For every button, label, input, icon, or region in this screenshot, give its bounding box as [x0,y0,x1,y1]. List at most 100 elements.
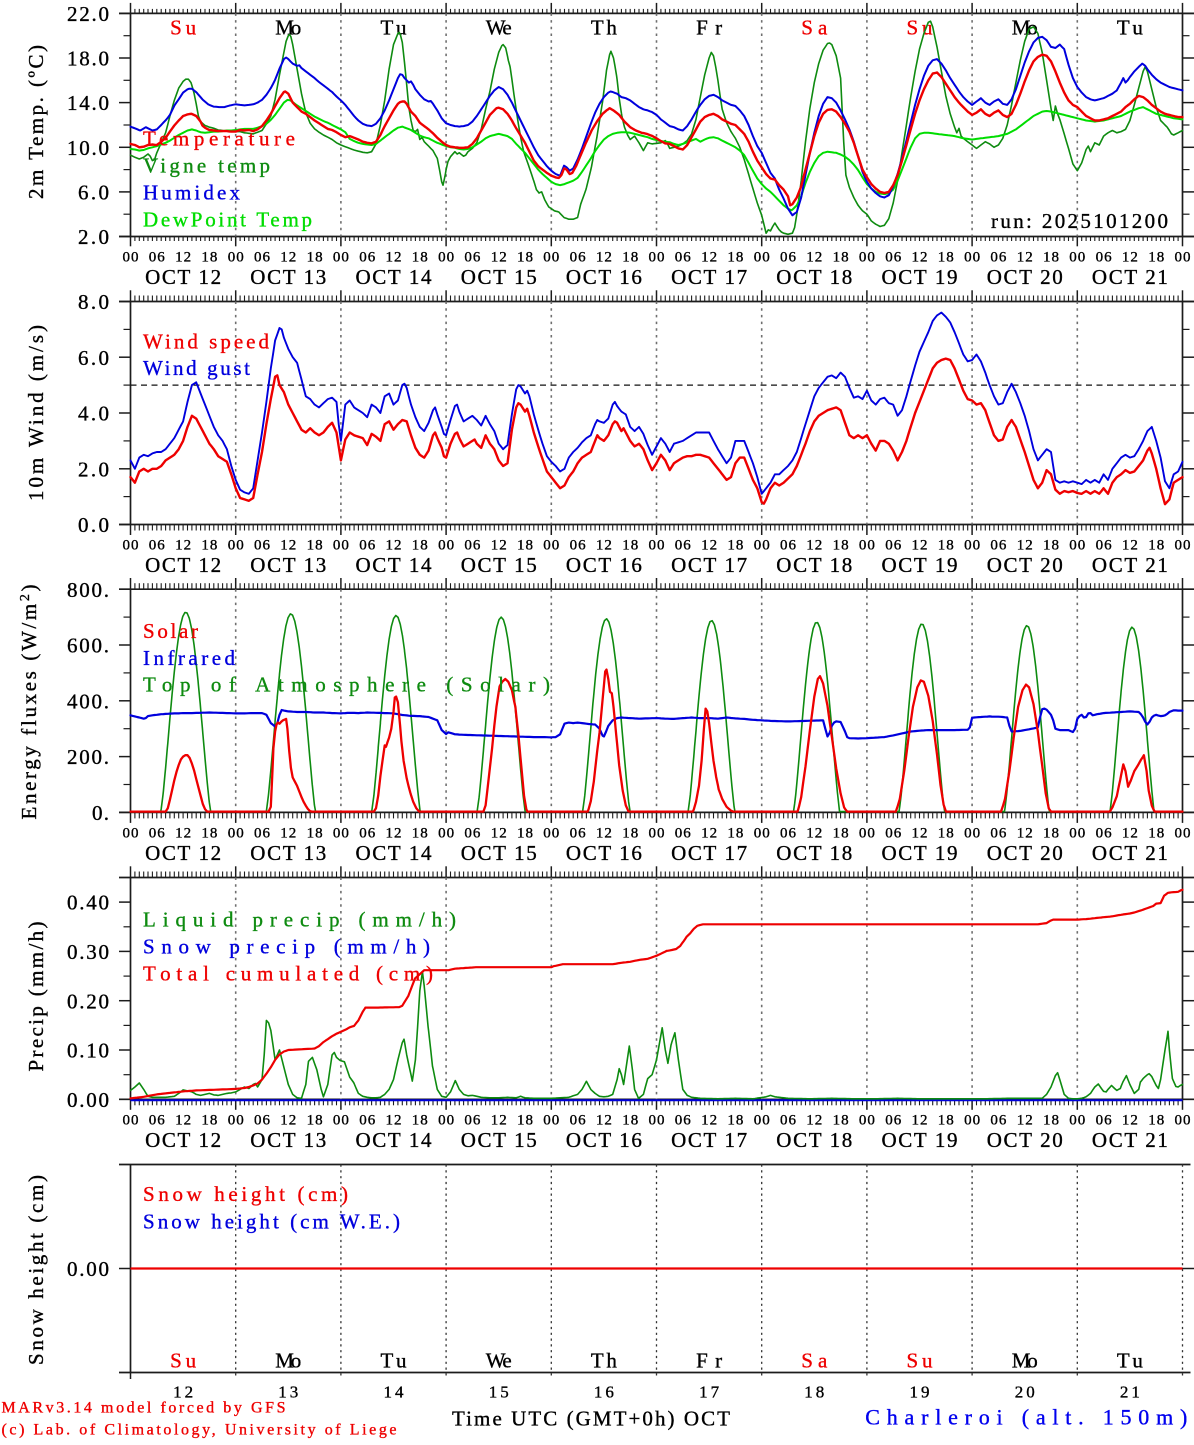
svg-text:18: 18 [938,538,954,554]
svg-text:12: 12 [491,1112,507,1128]
svg-text:06: 06 [1096,825,1113,841]
svg-text:0.10: 0.10 [67,1039,109,1063]
svg-text:OCT 18: OCT 18 [776,841,852,865]
svg-text:12: 12 [1122,1112,1138,1128]
svg-text:00: 00 [964,825,980,841]
svg-text:12: 12 [806,250,822,266]
svg-text:12: 12 [280,538,296,554]
svg-text:12: 12 [701,1112,717,1128]
svg-text:06: 06 [149,538,166,554]
svg-text:12: 12 [806,825,822,841]
svg-text:18: 18 [727,825,743,841]
svg-text:00: 00 [1069,1112,1085,1128]
svg-text:18: 18 [201,250,217,266]
svg-text:OCT 19: OCT 19 [882,553,958,577]
svg-text:18: 18 [622,250,638,266]
svg-text:DewPoint Temp: DewPoint Temp [143,208,312,232]
svg-text:2.0: 2.0 [78,225,109,249]
svg-text:OCT 18: OCT 18 [776,265,852,289]
svg-text:00: 00 [1069,825,1085,841]
svg-text:06: 06 [885,250,902,266]
svg-text:Charleroi (alt. 150m): Charleroi (alt. 150m) [865,1405,1187,1430]
svg-text:Infrared: Infrared [143,646,236,670]
svg-text:12: 12 [701,825,717,841]
svg-text:10.0: 10.0 [67,136,109,160]
svg-text:OCT 16: OCT 16 [566,1128,642,1152]
svg-text:Snow height (cm): Snow height (cm) [24,1175,48,1365]
svg-text:06: 06 [885,825,902,841]
svg-text:OCT 20: OCT 20 [987,553,1063,577]
svg-text:00: 00 [123,538,139,554]
svg-text:OCT 13: OCT 13 [250,841,326,865]
svg-text:00: 00 [123,250,139,266]
svg-text:18: 18 [201,825,217,841]
svg-text:06: 06 [464,1112,481,1128]
svg-text:00: 00 [754,538,770,554]
svg-text:0.30: 0.30 [67,940,109,964]
svg-text:00: 00 [543,538,559,554]
svg-text:12: 12 [912,825,928,841]
svg-text:00: 00 [438,250,454,266]
svg-text:00: 00 [543,825,559,841]
svg-text:18: 18 [1148,538,1164,554]
svg-text:12: 12 [280,250,296,266]
svg-text:18: 18 [1043,825,1059,841]
svg-text:00: 00 [438,1112,454,1128]
svg-text:18: 18 [201,1112,217,1128]
svg-text:18: 18 [307,1112,323,1128]
svg-text:18: 18 [938,250,954,266]
svg-text:18: 18 [517,825,533,841]
svg-text:06: 06 [780,250,797,266]
svg-text:12: 12 [386,538,402,554]
svg-text:18: 18 [1043,1112,1059,1128]
svg-text:OCT 12: OCT 12 [145,841,221,865]
svg-text:00: 00 [543,1112,559,1128]
svg-text:06: 06 [570,825,587,841]
svg-text:06: 06 [570,1112,587,1128]
svg-text:12: 12 [912,250,928,266]
svg-text:18: 18 [412,538,428,554]
svg-text:00: 00 [1175,538,1191,554]
svg-text:18: 18 [201,538,217,554]
svg-text:6.0: 6.0 [78,181,109,205]
svg-text:00: 00 [333,1112,349,1128]
svg-text:00: 00 [754,825,770,841]
svg-text:OCT 20: OCT 20 [987,265,1063,289]
svg-text:18: 18 [517,1112,533,1128]
svg-text:OCT 13: OCT 13 [250,1128,326,1152]
svg-text:12: 12 [1122,825,1138,841]
svg-text:OCT 16: OCT 16 [566,841,642,865]
svg-text:OCT 14: OCT 14 [356,1128,433,1152]
svg-text:12: 12 [701,250,717,266]
svg-text:06: 06 [675,250,692,266]
svg-text:00: 00 [859,825,875,841]
svg-text:00: 00 [859,250,875,266]
svg-text:18.0: 18.0 [67,47,109,71]
svg-text:OCT 14: OCT 14 [356,841,433,865]
svg-text:OCT 12: OCT 12 [145,1128,221,1152]
svg-text:18: 18 [1043,538,1059,554]
svg-text:06: 06 [885,538,902,554]
svg-text:OCT 20: OCT 20 [987,1128,1063,1152]
svg-text:00: 00 [649,1112,665,1128]
svg-text:Snow height (cm): Snow height (cm) [143,1182,348,1206]
svg-text:06: 06 [570,538,587,554]
svg-text:12: 12 [1017,1112,1033,1128]
svg-text:OCT 18: OCT 18 [776,1128,852,1152]
svg-text:18: 18 [833,538,849,554]
svg-text:06: 06 [570,250,587,266]
svg-text:18: 18 [938,825,954,841]
svg-text:OCT 15: OCT 15 [461,553,537,577]
svg-text:22.0: 22.0 [67,2,109,26]
svg-text:06: 06 [149,250,166,266]
svg-text:00: 00 [1175,825,1191,841]
svg-text:18: 18 [517,538,533,554]
svg-text:OCT 15: OCT 15 [461,1128,537,1152]
svg-text:06: 06 [990,1112,1007,1128]
svg-text:06: 06 [675,825,692,841]
svg-text:OCT 15: OCT 15 [461,841,537,865]
svg-text:06: 06 [1096,1112,1113,1128]
svg-text:OCT 17: OCT 17 [671,1128,747,1152]
svg-text:12: 12 [175,825,191,841]
svg-text:06: 06 [885,1112,902,1128]
